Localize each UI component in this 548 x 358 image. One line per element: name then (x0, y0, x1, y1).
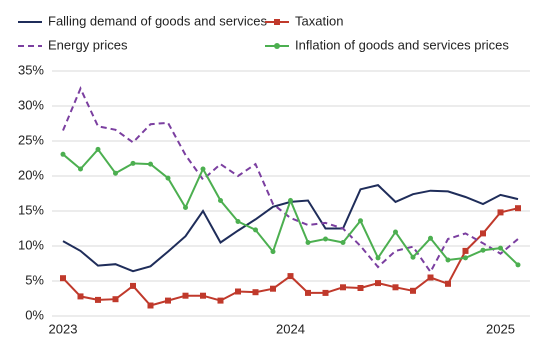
point (252, 289, 259, 296)
point (410, 254, 416, 260)
point (410, 287, 416, 294)
point (165, 297, 171, 304)
point (60, 275, 66, 282)
point (463, 255, 468, 261)
y-tick-label: 10% (18, 237, 44, 252)
y-tick-label: 0% (25, 307, 44, 322)
point (130, 160, 136, 166)
legend-label: Taxation (295, 13, 343, 28)
x-tick-label: 2024 (276, 321, 305, 336)
point (147, 302, 154, 309)
point (480, 247, 486, 253)
point (182, 292, 189, 299)
y-tick-label: 25% (18, 132, 44, 147)
point (217, 297, 224, 304)
point (60, 151, 66, 157)
y-tick-label: 20% (18, 167, 44, 182)
point (95, 146, 101, 152)
point (148, 161, 153, 167)
y-tick-label: 5% (25, 272, 44, 287)
point (340, 240, 346, 245)
x-tick-label: 2023 (49, 321, 78, 336)
y-tick-label: 30% (18, 97, 44, 112)
point (322, 289, 329, 296)
point (427, 274, 434, 281)
point (253, 227, 258, 233)
point (375, 280, 381, 287)
legend-marker (274, 19, 280, 25)
point (78, 166, 83, 172)
point (462, 247, 469, 254)
point (497, 209, 504, 216)
legend-label: Inflation of goods and services prices (295, 37, 509, 52)
point (445, 257, 451, 263)
x-tick-label: 2025 (486, 321, 515, 336)
point (130, 282, 136, 289)
point (287, 273, 294, 280)
point (270, 249, 276, 255)
point (305, 289, 311, 296)
point (305, 240, 311, 245)
point (218, 198, 223, 203)
point (183, 205, 188, 210)
series-line (62, 147, 519, 266)
point (358, 218, 363, 224)
point (445, 280, 451, 287)
point (77, 293, 84, 300)
point (165, 175, 171, 181)
y-tick-label: 15% (18, 202, 44, 217)
y-tick-label: 35% (18, 62, 44, 77)
point (95, 296, 101, 303)
point (288, 198, 293, 203)
point (323, 236, 328, 242)
point (515, 205, 521, 212)
point (235, 219, 241, 224)
legend-marker (274, 43, 280, 49)
point (498, 245, 503, 251)
point (515, 262, 521, 268)
point (340, 284, 346, 291)
series-line (62, 207, 519, 307)
point (113, 170, 118, 176)
legend-label: Energy prices (48, 37, 128, 52)
point (270, 285, 276, 292)
point (428, 235, 433, 241)
point (392, 284, 399, 291)
point (235, 288, 241, 295)
legend-label: Falling demand of goods and services (48, 13, 267, 28)
point (200, 166, 206, 172)
point (357, 285, 364, 291)
point (393, 229, 398, 235)
point (480, 230, 486, 237)
series-line (62, 86, 519, 274)
point (112, 296, 119, 303)
point (200, 292, 206, 299)
point (375, 255, 381, 261)
